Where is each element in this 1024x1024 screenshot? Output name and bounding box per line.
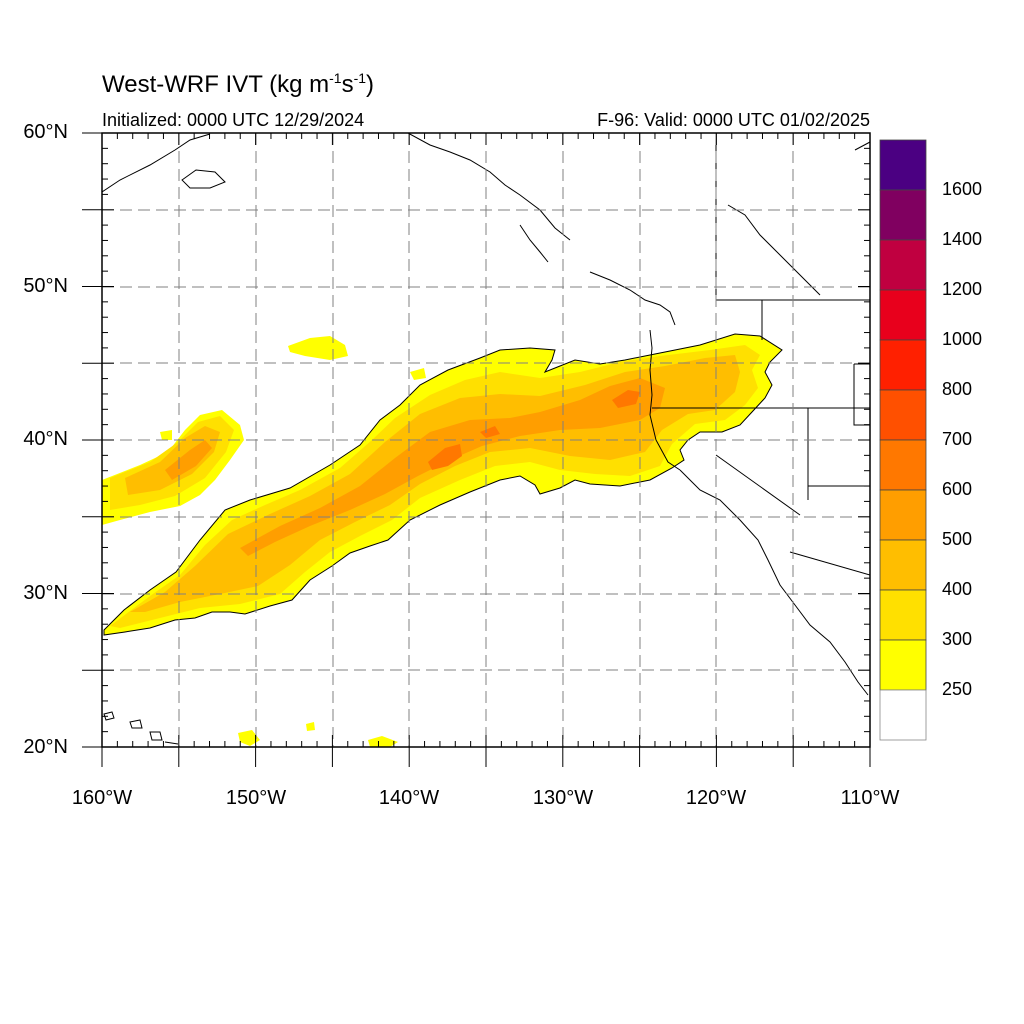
colorbar-swatch xyxy=(879,139,927,191)
coastlines xyxy=(102,133,870,745)
colorbar-swatch xyxy=(879,439,927,491)
valid-time-label: F-96: Valid: 0000 UTC 01/02/2025 xyxy=(597,110,870,130)
lon-label-110: 110°W xyxy=(840,787,900,809)
colorbar xyxy=(879,139,927,741)
colorbar-swatch xyxy=(879,289,927,341)
ivt-shading-600 xyxy=(428,390,640,470)
colorbar-swatch xyxy=(879,639,927,691)
colorbar-label: 1600 xyxy=(942,179,983,199)
colorbar-swatch xyxy=(879,239,927,291)
colorbar-swatch xyxy=(879,189,927,241)
ivt-speck-2 xyxy=(160,430,172,440)
title-text-s: s xyxy=(341,71,354,98)
ivt-shading-500 xyxy=(165,378,665,556)
title-exponent-1: -1 xyxy=(329,70,342,86)
colorbar-label: 1400 xyxy=(942,229,983,249)
colorbar-swatch xyxy=(879,489,927,541)
colorbar-label: 400 xyxy=(942,579,973,599)
lat-label-40: 40°N xyxy=(23,428,68,450)
lat-label-20: 20°N xyxy=(23,736,68,758)
colorbar-swatch xyxy=(879,339,927,391)
colorbar-swatch xyxy=(879,539,927,591)
colorbar-label: 500 xyxy=(942,529,973,549)
title-text-end: ) xyxy=(366,71,375,98)
colorbar-label: 250 xyxy=(942,679,973,699)
ivt-speck-1 xyxy=(410,368,426,380)
chart-title: West-WRF IVT (kg m-1s-1) xyxy=(102,70,374,99)
title-text: West-WRF IVT (kg m xyxy=(102,71,330,98)
lat-lon-grid xyxy=(102,133,870,747)
lon-label-120: 120°W xyxy=(685,787,747,809)
ivt-blob-gulf-alaska xyxy=(288,336,348,360)
lat-label-60: 60°N xyxy=(23,121,68,143)
colorbar-swatch xyxy=(879,389,927,441)
colorbar-label: 700 xyxy=(942,429,973,449)
lon-label-130: 130°W xyxy=(532,787,594,809)
colorbar-label: 600 xyxy=(942,479,973,499)
colorbar-label: 300 xyxy=(942,629,973,649)
lat-label-30: 30°N xyxy=(23,582,68,604)
ivt-blob-south-3 xyxy=(306,722,315,731)
axis-ticks xyxy=(82,132,871,767)
colorbar-swatch xyxy=(879,689,927,741)
colorbar-label: 1200 xyxy=(942,279,983,299)
lat-label-50: 50°N xyxy=(23,275,68,297)
lon-label-160: 160°W xyxy=(71,787,133,809)
colorbar-swatch xyxy=(879,589,927,641)
initialized-label: Initialized: 0000 UTC 12/29/2024 xyxy=(102,110,365,130)
ivt-blob-south-1 xyxy=(238,730,260,746)
lon-label-150: 150°W xyxy=(225,787,287,809)
map-content xyxy=(102,133,870,747)
colorbar-label: 1000 xyxy=(942,329,983,349)
ivt-blob-south-2 xyxy=(368,736,398,747)
title-exponent-2: -1 xyxy=(353,70,367,86)
lon-label-140: 140°W xyxy=(378,787,440,809)
colorbar-label: 800 xyxy=(942,379,973,399)
